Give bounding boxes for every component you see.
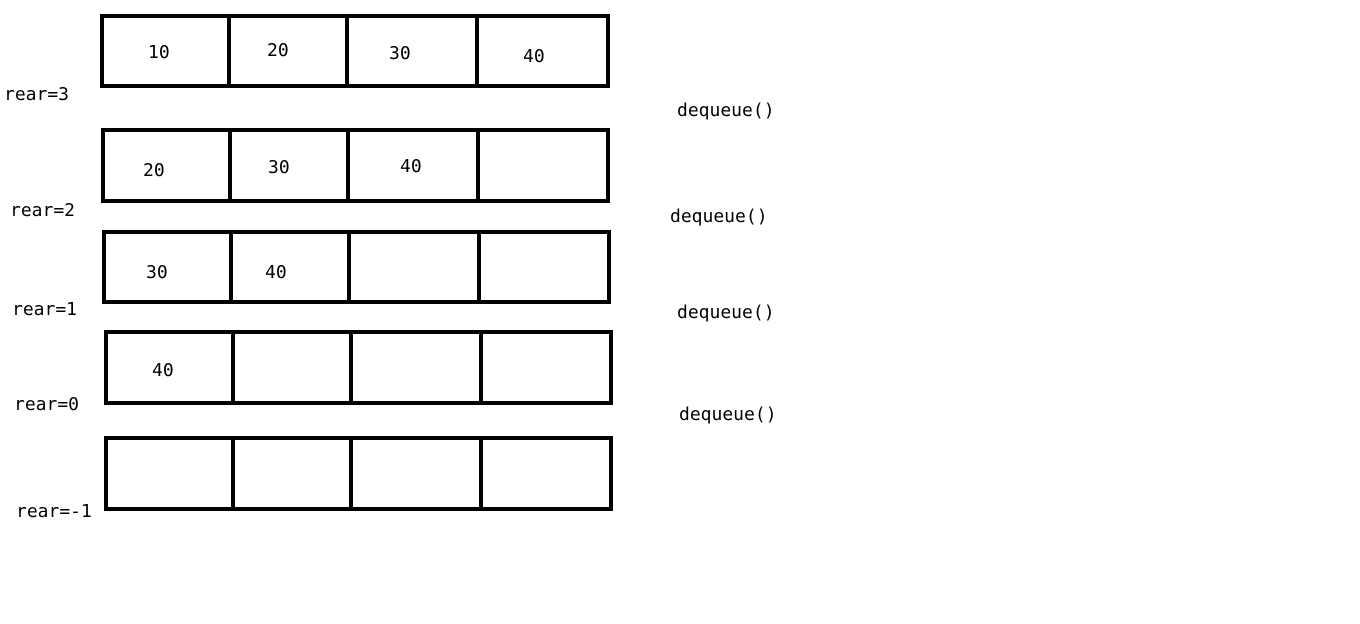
queue-cell xyxy=(353,334,483,401)
cell-value: 10 xyxy=(148,42,170,63)
dequeue-operation-label: dequeue() xyxy=(679,404,777,425)
cell-value: 40 xyxy=(152,360,174,381)
queue-cell xyxy=(483,334,609,401)
cell-value: 20 xyxy=(143,160,165,181)
queue-cell xyxy=(481,234,607,300)
dequeue-operation-label: dequeue() xyxy=(677,100,775,121)
queue-array-row-1: 10 20 30 40 xyxy=(100,14,610,88)
dequeue-operation-label: dequeue() xyxy=(677,302,775,323)
queue-cell xyxy=(480,132,606,199)
rear-label: rear=-1 xyxy=(16,501,92,522)
queue-cell: 20 xyxy=(231,18,349,84)
queue-cell: 40 xyxy=(108,334,235,401)
queue-cell: 30 xyxy=(349,18,479,84)
queue-cell: 40 xyxy=(350,132,480,199)
cell-value: 40 xyxy=(265,262,287,283)
queue-array-row-5 xyxy=(104,436,613,511)
cell-value: 30 xyxy=(268,157,290,178)
rear-label: rear=0 xyxy=(14,394,80,415)
queue-cell: 40 xyxy=(479,18,606,84)
rear-label: rear=1 xyxy=(12,299,78,320)
queue-array-row-2: 20 30 40 xyxy=(101,128,610,203)
queue-cell xyxy=(235,440,353,507)
queue-array-row-3: 30 40 xyxy=(102,230,611,304)
queue-cell: 30 xyxy=(106,234,233,300)
queue-cell: 20 xyxy=(105,132,232,199)
cell-value: 30 xyxy=(146,262,168,283)
queue-cell: 30 xyxy=(232,132,350,199)
queue-cell xyxy=(351,234,481,300)
cell-value: 40 xyxy=(523,46,545,67)
cell-value: 40 xyxy=(400,156,422,177)
queue-array-row-4: 40 xyxy=(104,330,613,405)
queue-cell: 40 xyxy=(233,234,351,300)
queue-cell xyxy=(353,440,483,507)
queue-cell xyxy=(108,440,235,507)
dequeue-operation-label: dequeue() xyxy=(670,206,768,227)
rear-label: rear=3 xyxy=(4,84,70,105)
queue-cell xyxy=(235,334,353,401)
queue-cell: 10 xyxy=(104,18,231,84)
cell-value: 20 xyxy=(267,40,289,61)
cell-value: 30 xyxy=(389,43,411,64)
rear-label: rear=2 xyxy=(10,200,76,221)
queue-cell xyxy=(483,440,609,507)
